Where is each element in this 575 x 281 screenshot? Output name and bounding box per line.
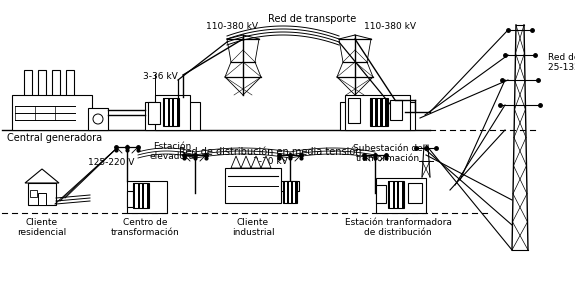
Bar — [340, 102, 415, 130]
Polygon shape — [261, 156, 271, 168]
Bar — [12, 95, 92, 130]
Text: 110-380 kV: 110-380 kV — [364, 22, 416, 31]
Bar — [283, 181, 285, 203]
Bar — [147, 183, 149, 208]
Bar — [393, 181, 395, 208]
Bar — [281, 181, 299, 191]
Bar — [133, 183, 135, 208]
Bar — [225, 168, 281, 203]
Bar — [30, 190, 37, 197]
Bar — [38, 70, 46, 115]
Bar — [380, 98, 383, 126]
Bar — [127, 191, 135, 207]
Bar — [397, 181, 400, 208]
Bar — [402, 181, 404, 208]
Bar — [172, 98, 174, 126]
Text: 3-36 kV: 3-36 kV — [143, 72, 177, 81]
Text: Estación tranformadora
de distribución: Estación tranformadora de distribución — [344, 218, 451, 237]
Bar — [388, 181, 404, 208]
Text: 3-30 kV: 3-30 kV — [252, 157, 288, 166]
Text: 110-380 kV: 110-380 kV — [206, 22, 258, 31]
Text: 125-220 V: 125-220 V — [88, 158, 135, 167]
Bar — [142, 183, 144, 208]
Bar — [287, 181, 289, 203]
Polygon shape — [25, 169, 59, 183]
Bar — [28, 183, 56, 205]
Text: Red de distribución en media tensión: Red de distribución en media tensión — [179, 147, 361, 157]
Bar — [148, 102, 160, 124]
Bar — [408, 183, 422, 203]
Text: Subestación de
tranformación: Subestación de tranformación — [353, 144, 423, 163]
Bar — [127, 181, 167, 213]
Text: Estación
elevadora: Estación elevadora — [150, 142, 194, 161]
Bar — [88, 108, 108, 130]
Text: Cliente
industrial: Cliente industrial — [232, 218, 274, 237]
Bar — [295, 181, 297, 203]
Bar — [145, 102, 200, 130]
Bar — [163, 98, 179, 126]
Text: Central generadora: Central generadora — [7, 133, 102, 143]
Bar — [52, 70, 60, 115]
Bar — [370, 98, 373, 126]
Text: Cliente
residencial: Cliente residencial — [17, 218, 67, 237]
Bar — [376, 178, 426, 213]
Bar — [137, 183, 140, 208]
Bar — [38, 193, 46, 205]
Text: Centro de
transformación: Centro de transformación — [110, 218, 179, 237]
Bar — [163, 98, 165, 126]
Text: Red de transporte: Red de transporte — [268, 14, 356, 24]
Bar — [66, 70, 74, 115]
Bar — [375, 98, 378, 126]
Circle shape — [93, 114, 103, 124]
Bar — [388, 181, 390, 208]
Polygon shape — [251, 156, 261, 168]
Bar — [348, 98, 360, 123]
Bar — [177, 98, 179, 126]
Bar — [155, 95, 190, 130]
Bar — [345, 95, 410, 130]
Bar — [24, 70, 32, 115]
Text: Red de reparto: Red de reparto — [548, 53, 575, 62]
Bar — [376, 185, 386, 203]
Bar — [385, 98, 388, 126]
Bar — [133, 183, 149, 208]
Bar — [291, 181, 293, 203]
Bar — [370, 98, 388, 126]
Text: 25-132  kV: 25-132 kV — [548, 63, 575, 72]
Bar — [390, 100, 402, 120]
Polygon shape — [241, 156, 251, 168]
Bar — [283, 181, 297, 203]
Bar — [167, 98, 170, 126]
Polygon shape — [231, 156, 241, 168]
